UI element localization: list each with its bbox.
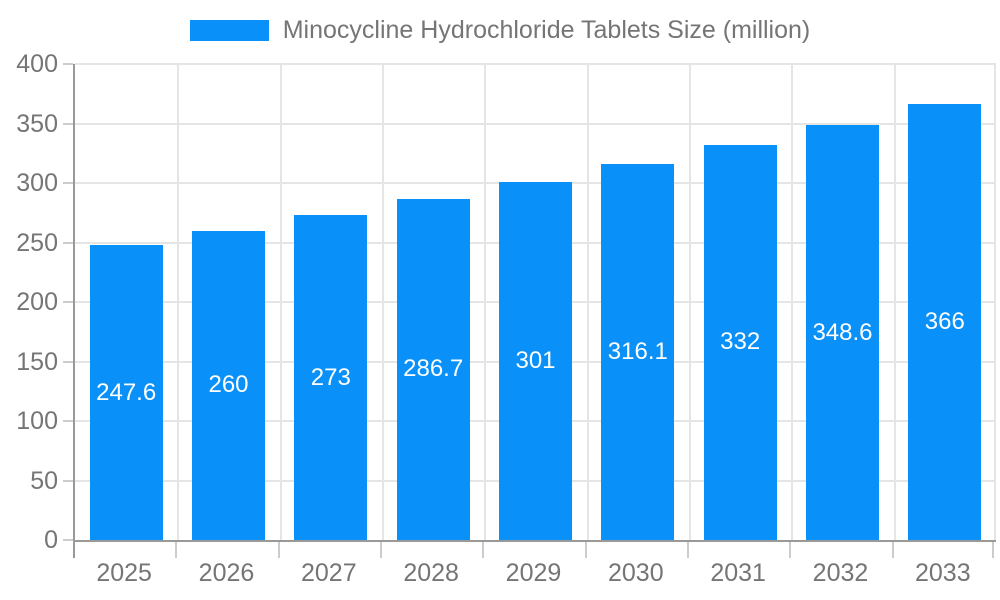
bar-2031[interactable] (703, 144, 777, 540)
bar-2032[interactable] (806, 125, 879, 540)
y-axis-label-100: 100 (16, 407, 58, 435)
y-axis-label-200: 200 (16, 288, 58, 316)
x-axis-label-2030: 2030 (608, 559, 664, 587)
y-axis-label-400: 400 (16, 50, 58, 78)
y-tick-400 (63, 63, 73, 65)
x-tick-5 (584, 542, 587, 558)
y-axis-label-50: 50 (30, 466, 58, 495)
x-axis-label-2027: 2027 (301, 559, 357, 587)
x-axis-label-2028: 2028 (403, 559, 459, 587)
y-axis-label-150: 150 (16, 347, 58, 376)
x-axis-label-2031: 2031 (710, 559, 766, 587)
y-axis-label-250: 250 (16, 228, 58, 257)
x-tick-7 (789, 542, 792, 558)
x-tick-4 (482, 542, 485, 558)
x-axis-label-2025: 2025 (96, 559, 152, 587)
bar-2026[interactable] (192, 230, 265, 540)
plot-area: 247.6 260 273 286.7 301 316.1 332 348.6 366 (73, 63, 996, 542)
x-axis-label-2033: 2033 (915, 559, 971, 587)
y-tick-50 (63, 479, 73, 482)
y-axis-label-350: 350 (16, 109, 58, 138)
x-gridline-3 (382, 64, 384, 540)
bar-2033[interactable] (908, 104, 982, 540)
bar-2025[interactable] (89, 245, 163, 540)
y-tick-200 (63, 301, 73, 303)
x-gridline-4 (484, 64, 487, 540)
y-tick-250 (63, 241, 73, 244)
bar-2027[interactable] (294, 215, 368, 540)
x-gridline-5 (586, 64, 589, 540)
bar-2028[interactable] (396, 198, 470, 540)
legend-label: Minocycline Hydrochloride Tablets Size (… (282, 16, 811, 44)
y-axis-label-0: 0 (44, 526, 58, 554)
x-gridline-2 (279, 64, 282, 540)
x-axis-label-2026: 2026 (198, 559, 255, 587)
legend: Minocycline Hydrochloride Tablets Size (… (0, 16, 1000, 45)
x-tick-0 (73, 542, 75, 558)
y-tick-350 (63, 122, 73, 125)
y-gridline-350 (75, 122, 996, 125)
x-tick-3 (380, 542, 382, 558)
x-axis-label-2029: 2029 (505, 559, 562, 587)
x-tick-1 (175, 542, 178, 558)
x-axis-label-2032: 2032 (812, 559, 869, 587)
x-gridline-6 (689, 64, 691, 540)
legend-item[interactable]: Minocycline Hydrochloride Tablets Size (… (189, 16, 811, 45)
bar-2030[interactable] (601, 163, 675, 540)
x-gridline-7 (791, 64, 794, 540)
y-gridline-400 (75, 63, 996, 65)
x-tick-6 (687, 542, 689, 558)
bar-2029[interactable] (499, 181, 572, 540)
x-tick-2 (277, 542, 280, 558)
x-tick-9 (992, 542, 994, 558)
legend-swatch-icon (189, 20, 269, 41)
y-axis-label-300: 300 (16, 169, 58, 197)
y-tick-150 (63, 360, 73, 363)
x-tick-8 (891, 542, 894, 558)
x-gridline-1 (177, 64, 180, 540)
y-tick-100 (63, 420, 73, 422)
x-gridline-9 (994, 64, 996, 540)
x-gridline-8 (893, 64, 896, 540)
y-tick-300 (63, 182, 73, 184)
y-tick-0 (63, 539, 73, 541)
